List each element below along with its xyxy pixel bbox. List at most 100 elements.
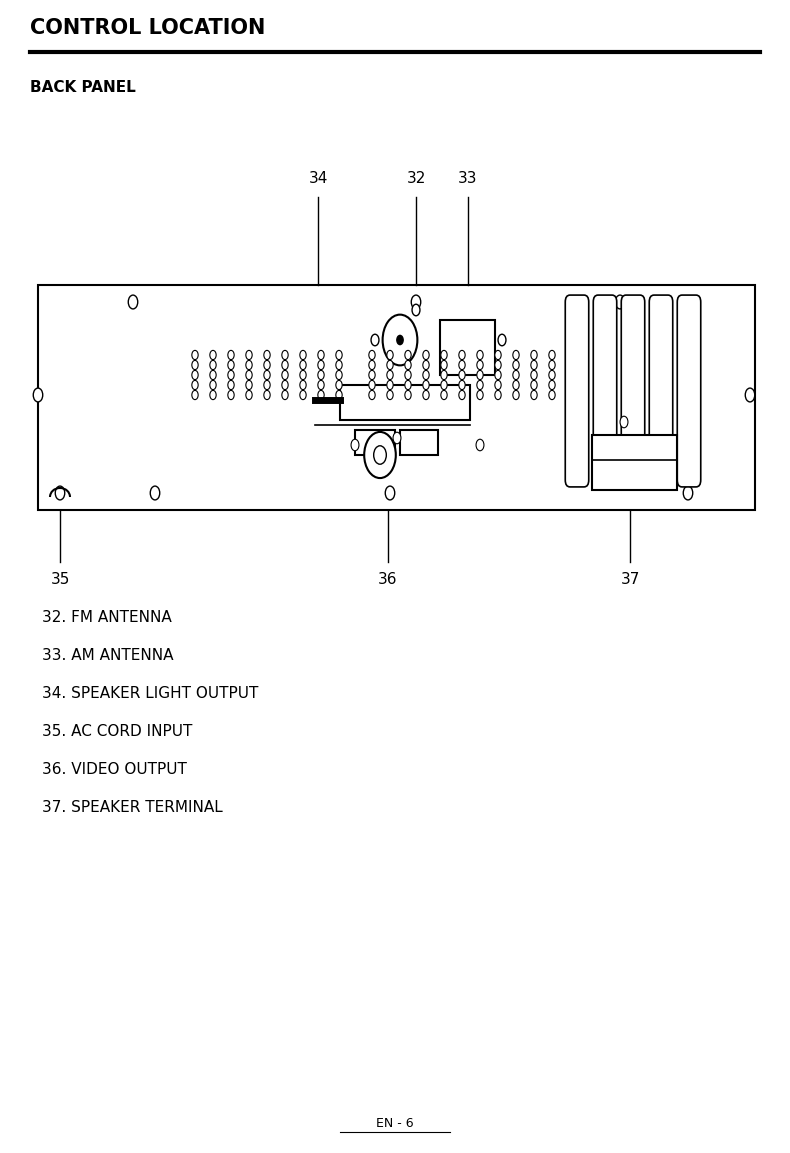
Circle shape: [513, 351, 519, 360]
Circle shape: [387, 361, 393, 370]
Text: 34: 34: [308, 171, 328, 186]
Circle shape: [210, 351, 216, 360]
Circle shape: [228, 370, 234, 379]
Circle shape: [423, 391, 429, 400]
Text: 35: 35: [51, 572, 70, 587]
Circle shape: [477, 351, 483, 360]
Circle shape: [246, 380, 252, 390]
Circle shape: [318, 370, 324, 379]
Circle shape: [192, 370, 198, 379]
Circle shape: [210, 361, 216, 370]
Circle shape: [318, 380, 324, 390]
Bar: [400, 430, 438, 455]
Circle shape: [364, 432, 396, 478]
Circle shape: [531, 391, 537, 400]
Circle shape: [336, 370, 342, 379]
Circle shape: [404, 351, 411, 360]
Bar: [38, 285, 755, 510]
Circle shape: [513, 380, 519, 390]
Text: EN - 6: EN - 6: [376, 1117, 414, 1130]
Text: 37: 37: [620, 572, 640, 587]
Circle shape: [300, 370, 307, 379]
Circle shape: [300, 391, 307, 400]
Circle shape: [393, 432, 401, 444]
Circle shape: [336, 361, 342, 370]
Circle shape: [150, 487, 160, 500]
Circle shape: [264, 380, 270, 390]
Circle shape: [459, 351, 465, 360]
FancyBboxPatch shape: [649, 295, 673, 487]
Circle shape: [404, 380, 411, 390]
Circle shape: [369, 391, 375, 400]
Circle shape: [404, 391, 411, 400]
Circle shape: [477, 380, 483, 390]
Circle shape: [369, 351, 375, 360]
Circle shape: [513, 391, 519, 400]
Circle shape: [246, 391, 252, 400]
Text: 36: 36: [378, 572, 397, 587]
Circle shape: [549, 351, 555, 360]
Circle shape: [282, 370, 288, 379]
Circle shape: [549, 391, 555, 400]
Circle shape: [300, 380, 307, 390]
Circle shape: [369, 361, 375, 370]
FancyBboxPatch shape: [677, 295, 701, 487]
Circle shape: [477, 361, 483, 370]
Circle shape: [282, 361, 288, 370]
Circle shape: [441, 370, 447, 379]
Circle shape: [423, 351, 429, 360]
Text: 33: 33: [458, 171, 478, 186]
Circle shape: [351, 439, 359, 451]
Circle shape: [531, 361, 537, 370]
Text: 35. AC CORD INPUT: 35. AC CORD INPUT: [42, 724, 193, 739]
Circle shape: [387, 370, 393, 379]
Circle shape: [477, 391, 483, 400]
Circle shape: [387, 380, 393, 390]
Circle shape: [369, 370, 375, 379]
Bar: [355, 430, 395, 455]
Circle shape: [300, 361, 307, 370]
Circle shape: [382, 315, 417, 366]
Circle shape: [441, 361, 447, 370]
FancyBboxPatch shape: [621, 295, 645, 487]
Circle shape: [513, 370, 519, 379]
Circle shape: [549, 361, 555, 370]
Circle shape: [210, 391, 216, 400]
Circle shape: [386, 487, 395, 500]
Circle shape: [495, 380, 501, 390]
Text: BACK PANEL: BACK PANEL: [30, 80, 136, 95]
Circle shape: [531, 370, 537, 379]
Circle shape: [318, 361, 324, 370]
Circle shape: [441, 380, 447, 390]
Circle shape: [387, 351, 393, 360]
Circle shape: [441, 391, 447, 400]
Circle shape: [282, 351, 288, 360]
Circle shape: [459, 370, 465, 379]
Circle shape: [423, 361, 429, 370]
Circle shape: [300, 351, 307, 360]
Circle shape: [745, 389, 754, 402]
Circle shape: [549, 370, 555, 379]
Circle shape: [282, 391, 288, 400]
Circle shape: [264, 370, 270, 379]
Circle shape: [387, 391, 393, 400]
Circle shape: [210, 370, 216, 379]
Circle shape: [336, 380, 342, 390]
Circle shape: [404, 370, 411, 379]
Circle shape: [228, 391, 234, 400]
Circle shape: [495, 361, 501, 370]
Circle shape: [246, 351, 252, 360]
Text: 32: 32: [406, 171, 426, 186]
Circle shape: [228, 380, 234, 390]
Circle shape: [531, 380, 537, 390]
Circle shape: [128, 295, 137, 309]
Circle shape: [210, 380, 216, 390]
Circle shape: [549, 380, 555, 390]
FancyBboxPatch shape: [566, 295, 589, 487]
Circle shape: [498, 334, 506, 346]
Circle shape: [264, 391, 270, 400]
Circle shape: [404, 361, 411, 370]
Text: CONTROL LOCATION: CONTROL LOCATION: [30, 18, 265, 38]
Circle shape: [369, 380, 375, 390]
Circle shape: [495, 351, 501, 360]
